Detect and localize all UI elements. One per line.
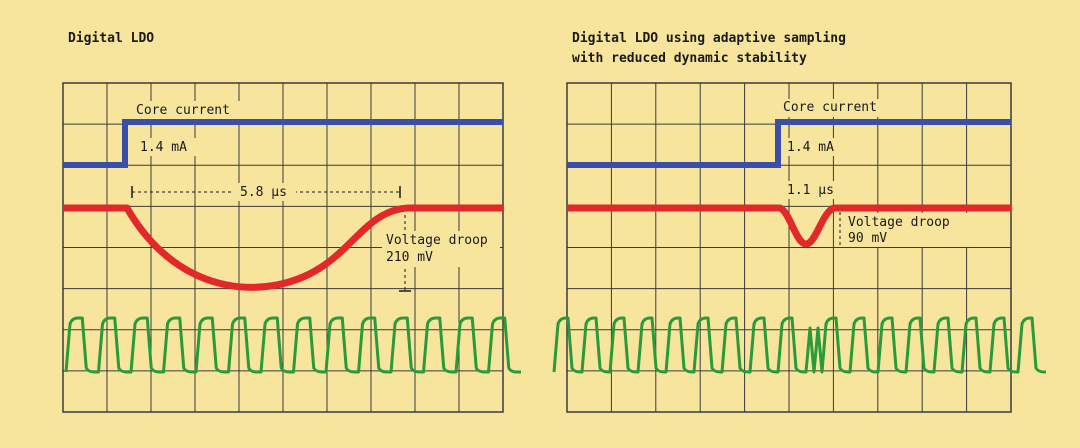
- core-current-label: Core current: [783, 100, 877, 115]
- current-value-label: 1.4 mA: [787, 140, 834, 155]
- panel-adaptive-sampling-ldo: Digital LDO using adaptive sampling with…: [552, 31, 1046, 413]
- label-backdrop: [132, 101, 240, 119]
- current-value-label: 1.4 mA: [140, 140, 187, 155]
- core-current-trace: [63, 119, 503, 168]
- label-backdrop: [846, 213, 968, 247]
- core-current-label: Core current: [136, 103, 230, 118]
- voltage-trace: [567, 204, 1011, 248]
- label-backdrop: [234, 183, 296, 201]
- scope-grid: [566, 82, 1012, 413]
- panel-title-line-2: with reduced dynamic stability: [572, 51, 807, 66]
- droop-label: Voltage droop: [386, 233, 488, 248]
- panel-title-line-1: Digital LDO using adaptive sampling: [572, 31, 846, 46]
- clock-waveform: [552, 316, 1046, 374]
- droop-value-label: 90 mV: [848, 231, 887, 246]
- label-backdrop: [783, 138, 843, 156]
- label-backdrop: [136, 138, 196, 156]
- panel-digital-ldo: Digital LDO Core current 1.4 mA 5.8 µs V…: [62, 31, 521, 413]
- label-backdrop: [779, 99, 891, 117]
- droop-value-label: 210 mV: [386, 250, 433, 265]
- duration-label: 5.8 µs: [240, 185, 287, 200]
- duration-label: 1.1 µs: [787, 183, 834, 198]
- clock-waveform: [64, 316, 521, 374]
- voltage-trace: [63, 204, 503, 291]
- label-backdrop: [783, 181, 843, 199]
- core-current-trace: [567, 119, 1011, 168]
- droop-label: Voltage droop: [848, 215, 950, 230]
- label-backdrop: [382, 231, 500, 267]
- panel-title-line-1: Digital LDO: [68, 31, 154, 46]
